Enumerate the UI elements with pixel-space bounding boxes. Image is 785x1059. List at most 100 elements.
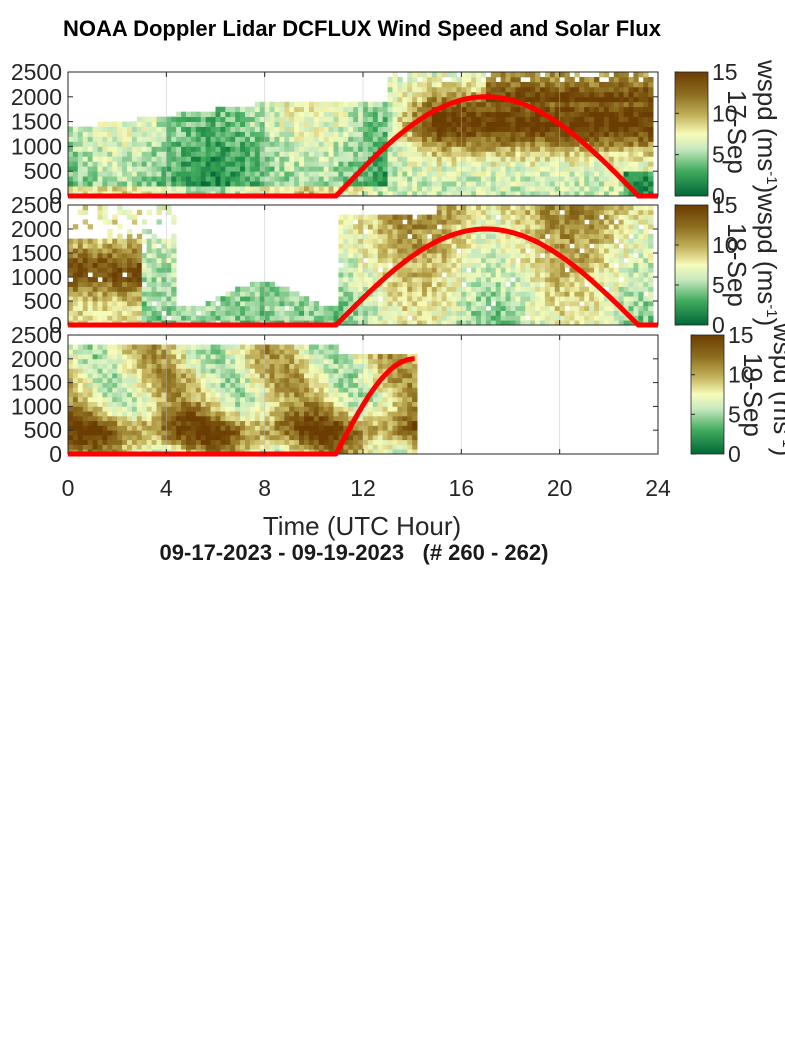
heatmap-cell bbox=[131, 439, 138, 445]
heatmap-cell bbox=[68, 392, 74, 398]
heatmap-cell bbox=[417, 156, 423, 162]
heatmap-cell bbox=[82, 363, 89, 369]
heatmap-cell bbox=[127, 121, 133, 127]
heatmap-cell bbox=[82, 219, 89, 225]
heatmap-cell bbox=[205, 305, 211, 311]
heatmap-cell bbox=[264, 310, 270, 316]
heatmap-cell bbox=[485, 286, 492, 292]
heatmap-cell bbox=[481, 257, 487, 263]
heatmap-cell bbox=[431, 257, 438, 263]
heatmap-cell bbox=[190, 176, 197, 182]
heatmap-cell bbox=[515, 111, 521, 118]
heatmap-cell bbox=[77, 272, 84, 278]
heatmap-cell bbox=[215, 171, 221, 177]
heatmap-cell bbox=[505, 116, 511, 122]
heatmap-cell bbox=[338, 146, 344, 152]
heatmap-cell bbox=[166, 126, 172, 132]
heatmap-cell bbox=[156, 156, 162, 162]
heatmap-cell bbox=[92, 368, 98, 374]
heatmap-cell bbox=[318, 161, 325, 167]
heatmap-cell bbox=[402, 315, 408, 321]
heatmap-cell bbox=[456, 186, 462, 192]
heatmap-cell bbox=[633, 262, 639, 268]
heatmap-cell bbox=[367, 146, 374, 152]
heatmap-cell bbox=[122, 363, 128, 369]
heatmap-cell bbox=[608, 243, 615, 249]
heatmap-cell bbox=[122, 131, 128, 137]
heatmap-cell bbox=[166, 161, 172, 167]
heatmap-cell bbox=[245, 106, 251, 113]
heatmap-cell bbox=[628, 301, 634, 307]
heatmap-cell bbox=[643, 238, 649, 244]
heatmap-cell bbox=[117, 224, 123, 230]
heatmap-cell bbox=[102, 272, 108, 278]
heatmap-cell bbox=[230, 315, 236, 321]
heatmap-cell bbox=[515, 116, 521, 122]
y-tick-label: 2000 bbox=[11, 84, 62, 110]
heatmap-cell bbox=[392, 281, 398, 287]
heatmap-cell bbox=[102, 136, 108, 142]
heatmap-cell bbox=[441, 191, 447, 197]
heatmap-cell bbox=[471, 116, 477, 122]
heatmap-cell bbox=[274, 161, 280, 167]
heatmap-cell bbox=[520, 186, 526, 192]
heatmap-cell bbox=[466, 262, 472, 268]
heatmap-cell bbox=[589, 320, 595, 326]
heatmap-cell bbox=[112, 434, 118, 441]
heatmap-cell bbox=[608, 291, 615, 297]
heatmap-cell bbox=[431, 253, 438, 259]
heatmap-cell bbox=[579, 277, 585, 283]
heatmap-cell bbox=[284, 131, 290, 137]
heatmap-cell bbox=[417, 81, 423, 88]
heatmap-cell bbox=[397, 146, 403, 152]
heatmap-cell bbox=[402, 111, 408, 118]
heatmap-cell bbox=[540, 136, 546, 142]
heatmap-cell bbox=[279, 116, 285, 122]
heatmap-cell bbox=[574, 281, 580, 287]
heatmap-cell bbox=[490, 166, 497, 172]
heatmap-cell bbox=[569, 281, 575, 287]
heatmap-cell bbox=[599, 146, 605, 152]
heatmap-cell bbox=[225, 106, 231, 113]
heatmap-cell bbox=[112, 363, 118, 369]
heatmap-cell bbox=[186, 181, 192, 187]
heatmap-cell bbox=[505, 253, 511, 259]
heatmap-cell bbox=[426, 229, 433, 235]
heatmap-cell bbox=[215, 106, 221, 113]
heatmap-cell bbox=[387, 101, 393, 108]
heatmap-cell bbox=[599, 126, 605, 132]
heatmap-cell bbox=[628, 305, 634, 311]
heatmap-cell bbox=[584, 111, 590, 118]
heatmap-cell bbox=[210, 121, 216, 127]
heatmap-cell bbox=[358, 156, 364, 162]
heatmap-cell bbox=[559, 296, 565, 302]
heatmap-cell bbox=[304, 146, 310, 152]
heatmap-cell bbox=[554, 96, 561, 103]
heatmap-cell bbox=[623, 191, 629, 197]
heatmap-cell bbox=[77, 209, 84, 215]
heatmap-cell bbox=[628, 243, 634, 249]
heatmap-cell bbox=[495, 72, 502, 78]
heatmap-cell bbox=[367, 272, 374, 278]
heatmap-cell bbox=[382, 296, 388, 302]
heatmap-cell bbox=[426, 291, 433, 297]
heatmap-cell bbox=[436, 257, 443, 263]
heatmap-cell bbox=[633, 214, 639, 220]
heatmap-cell bbox=[559, 272, 565, 278]
heatmap-cell bbox=[540, 315, 546, 321]
heatmap-cell bbox=[195, 186, 202, 192]
heatmap-cell bbox=[431, 186, 438, 192]
heatmap-cell bbox=[525, 305, 531, 311]
heatmap-cell bbox=[107, 349, 113, 355]
heatmap-cell bbox=[387, 146, 393, 152]
heatmap-cell bbox=[161, 253, 167, 259]
heatmap-cell bbox=[648, 291, 654, 297]
heatmap-cell bbox=[117, 420, 123, 426]
heatmap-cell bbox=[549, 305, 556, 311]
heatmap-cell bbox=[608, 262, 615, 268]
heatmap-cell bbox=[603, 166, 610, 172]
heatmap-cell bbox=[544, 253, 551, 259]
heatmap-cell bbox=[82, 166, 89, 172]
heatmap-cell bbox=[92, 262, 98, 268]
heatmap-cell bbox=[638, 209, 644, 215]
